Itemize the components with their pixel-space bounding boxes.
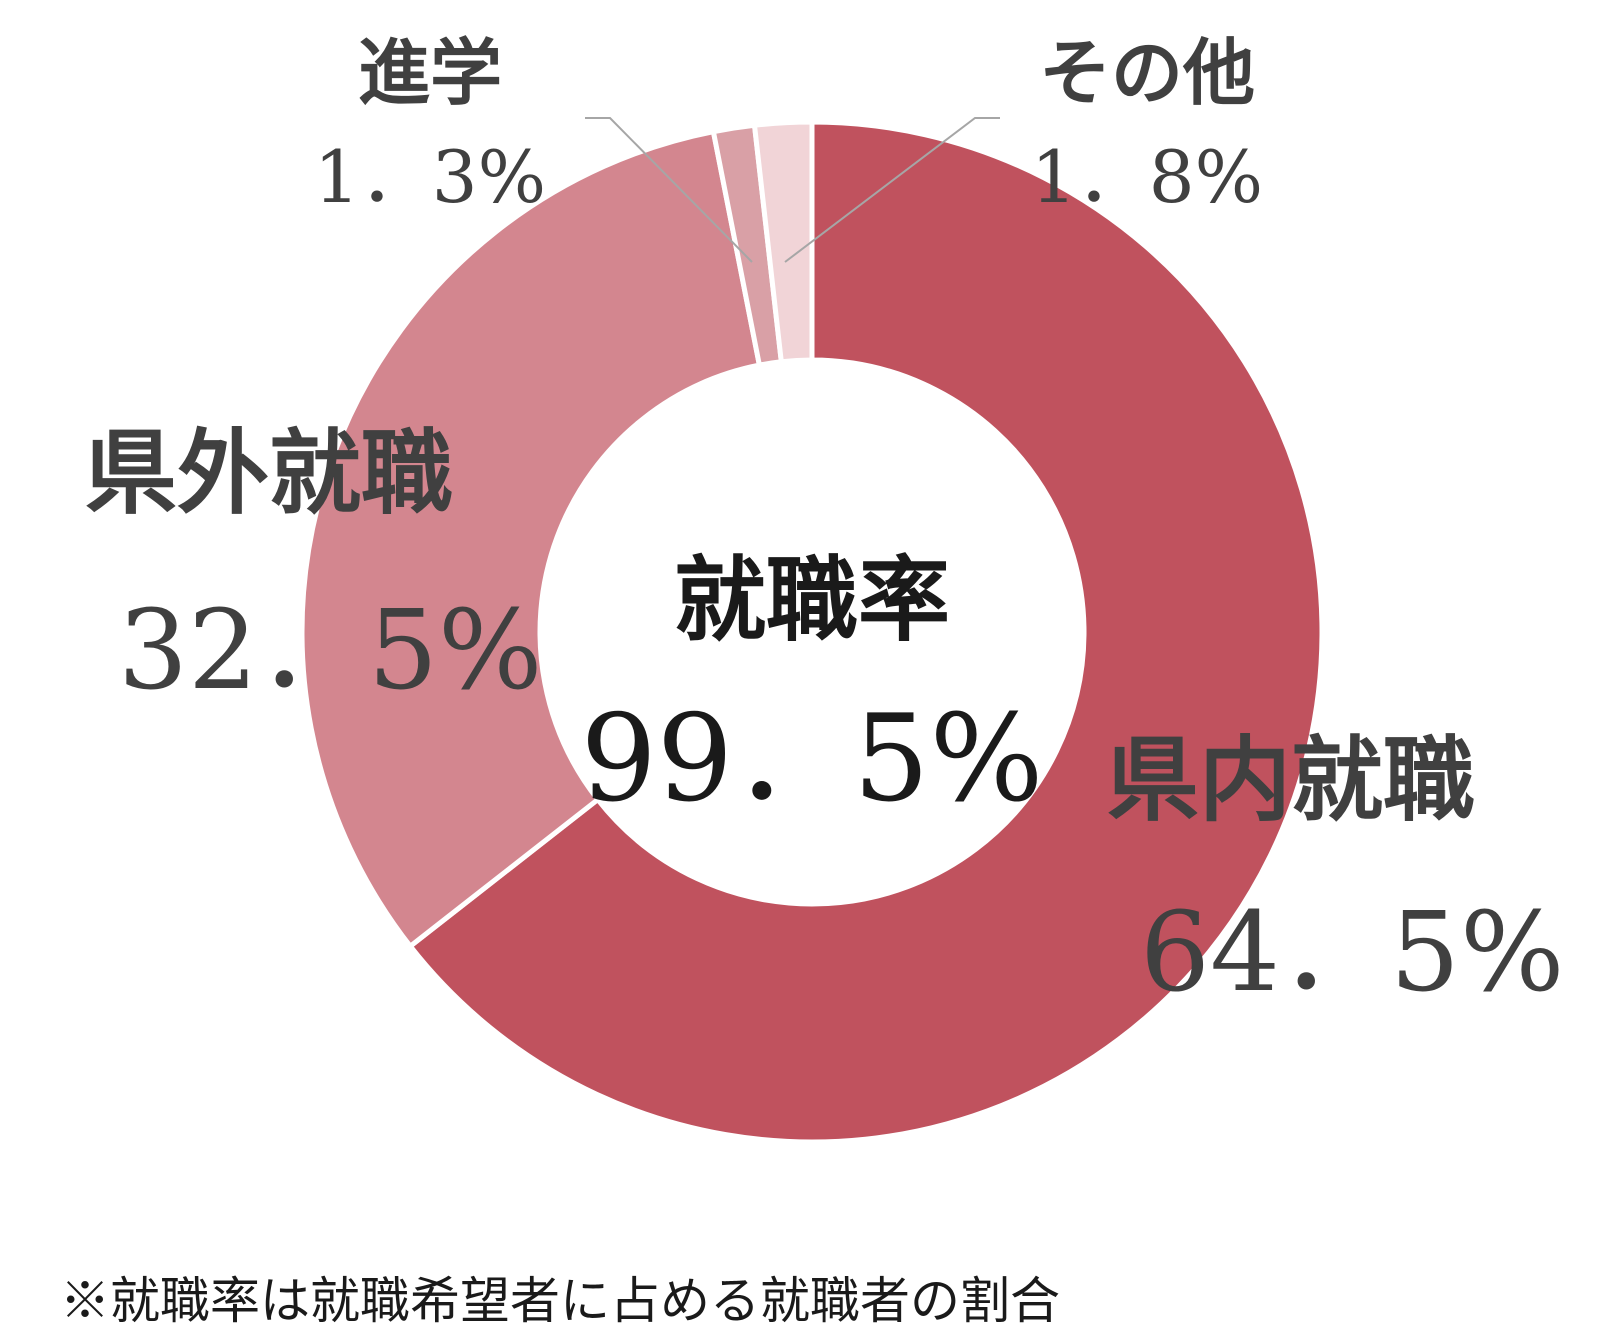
leader-lines (585, 117, 1000, 263)
donut-slices (299, 119, 1325, 1145)
leader-line-sonota (784, 117, 1000, 263)
label-shingaku-name: 進学 (358, 31, 502, 115)
leader-line-shingaku (585, 117, 753, 263)
label-shingaku-value: 1．3% (314, 135, 546, 219)
label-sonota-name: その他 (1039, 31, 1255, 115)
center-title: 就職率 (674, 547, 950, 654)
label-kengai-value: 32．5% (118, 586, 542, 714)
label-kennai-value: 64．5% (1140, 888, 1564, 1016)
slice-sonota (751, 119, 815, 365)
footnote: ※就職率は就職希望者に占める就職者の割合 (60, 1272, 1060, 1330)
label-kengai-name: 県外就職 (85, 420, 453, 527)
label-kennai-name: 県内就職 (1107, 727, 1475, 834)
label-sonota-value: 1．8% (1031, 135, 1263, 219)
slice-kennai (406, 119, 1325, 1145)
center-value: 99．5% (580, 690, 1043, 829)
slice-kengai (299, 128, 763, 950)
